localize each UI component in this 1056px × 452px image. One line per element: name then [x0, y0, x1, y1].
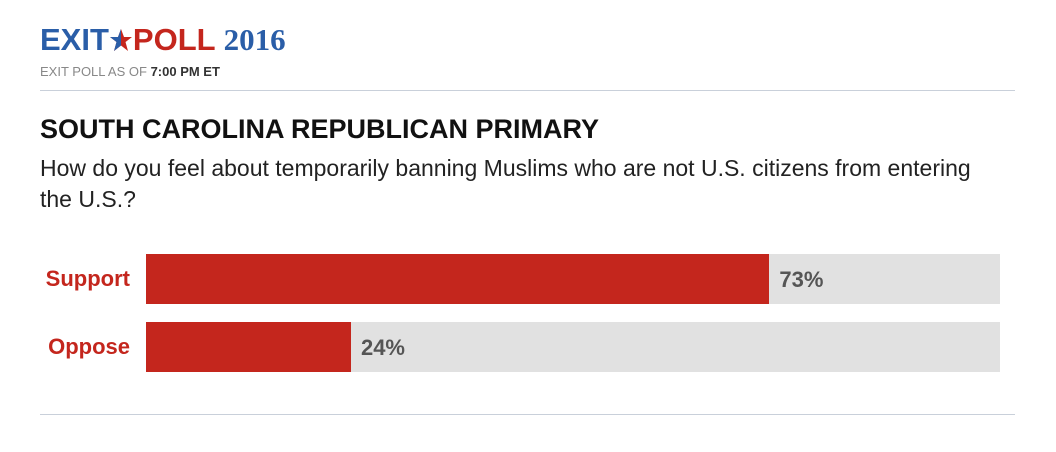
chart-subtitle: How do you feel about temporarily bannin… — [40, 155, 971, 212]
value-label: 73% — [779, 267, 824, 292]
bar — [146, 254, 770, 304]
category-label: Support — [45, 266, 130, 291]
timestamp-prefix: EXIT POLL AS OF — [40, 64, 147, 79]
category-label: Oppose — [48, 334, 130, 359]
logo-exit: EXIT — [40, 22, 109, 57]
value-label: 24% — [360, 335, 405, 360]
logo-star — [109, 29, 132, 51]
chart-title: SOUTH CAROLINA REPUBLICAN PRIMARY — [40, 114, 599, 144]
divider — [40, 90, 1015, 91]
logo: EXIT POLL 2016 — [40, 22, 286, 58]
logo-year: 2016 — [223, 22, 286, 57]
timestamp-time: 7:00 PM ET — [150, 64, 220, 79]
timestamp: EXIT POLL AS OF 7:00 PM ET — [40, 64, 220, 79]
logo-poll: POLL — [132, 22, 216, 57]
divider — [40, 414, 1015, 415]
bar — [146, 322, 351, 372]
